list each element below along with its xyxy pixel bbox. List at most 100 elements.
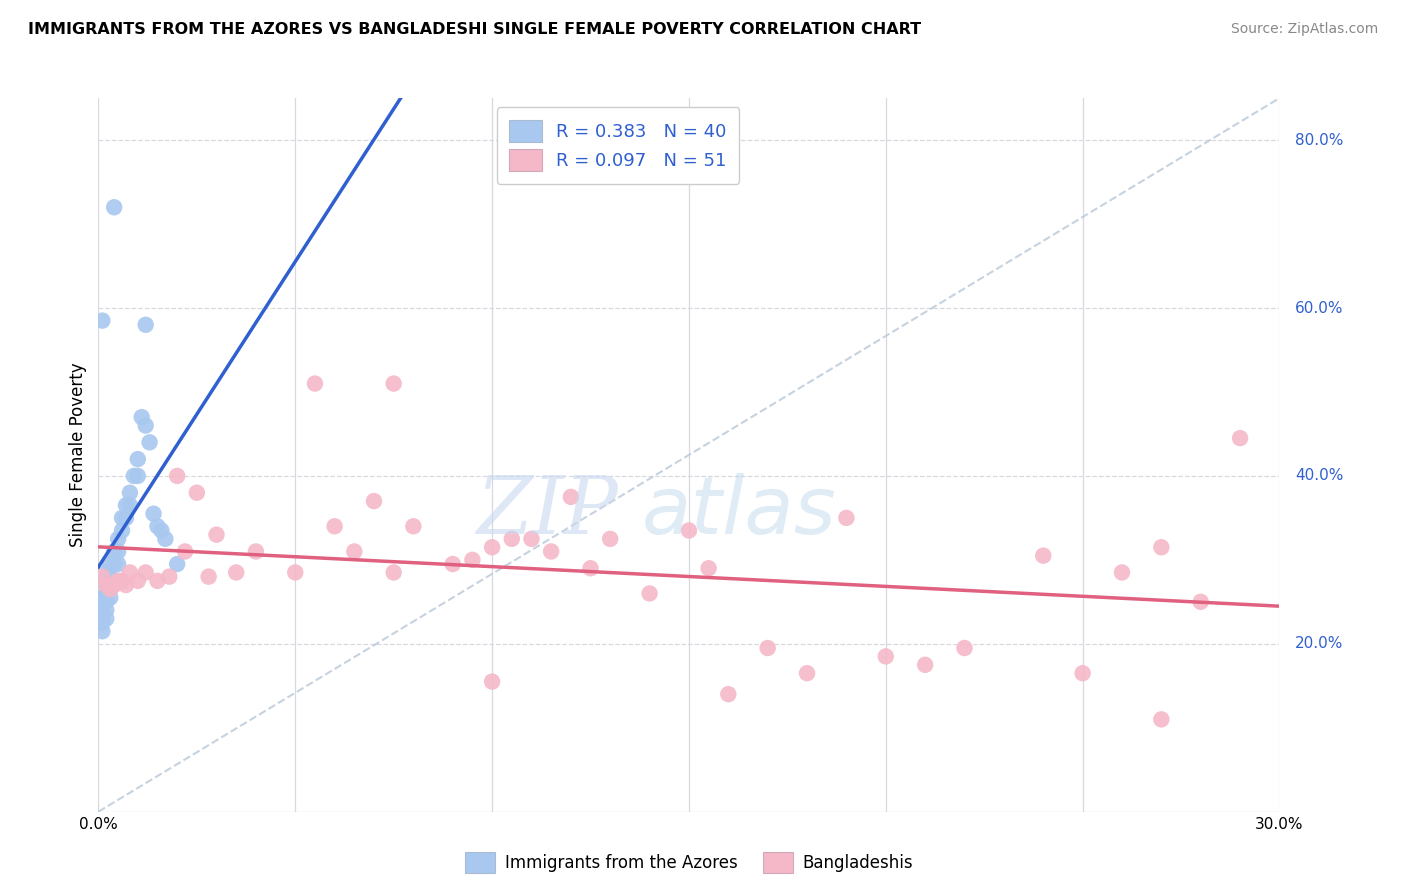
Point [98, 582, 121, 597]
Point [197, 569, 219, 583]
Point [103, 544, 125, 558]
Point [382, 566, 405, 580]
Point [135, 418, 157, 433]
Point [127, 452, 149, 467]
Text: 80.0%: 80.0% [1295, 133, 1343, 147]
Point [103, 578, 125, 592]
Point [91, 591, 114, 605]
Text: 60.0%: 60.0% [1295, 301, 1343, 316]
Point [131, 410, 153, 425]
Point [115, 498, 138, 512]
Point [135, 318, 157, 332]
Point [835, 511, 858, 525]
Point [323, 519, 346, 533]
Point [304, 376, 326, 391]
Point [91, 569, 114, 583]
Point [118, 485, 141, 500]
Point [382, 376, 405, 391]
Point [107, 557, 129, 571]
Text: 20.0%: 20.0% [1295, 636, 1343, 651]
Point [127, 574, 149, 588]
Point [174, 544, 197, 558]
Point [122, 469, 145, 483]
Point [678, 524, 700, 538]
Point [914, 657, 936, 672]
Legend: Immigrants from the Azores, Bangladeshis: Immigrants from the Azores, Bangladeshis [458, 846, 920, 880]
Point [98, 557, 121, 571]
Point [103, 557, 125, 571]
Point [481, 674, 503, 689]
Point [1150, 712, 1173, 726]
Point [98, 569, 121, 583]
Point [166, 469, 188, 483]
Point [107, 532, 129, 546]
Point [96, 595, 118, 609]
Point [91, 624, 114, 639]
Point [111, 511, 134, 525]
Point [91, 615, 114, 630]
Point [111, 524, 134, 538]
Point [118, 566, 141, 580]
Point [481, 541, 503, 555]
Point [115, 511, 138, 525]
Point [98, 582, 121, 597]
Point [1111, 566, 1133, 580]
Point [796, 666, 818, 681]
Point [115, 578, 138, 592]
Point [96, 578, 118, 592]
Text: IMMIGRANTS FROM THE AZORES VS BANGLADESHI SINGLE FEMALE POVERTY CORRELATION CHAR: IMMIGRANTS FROM THE AZORES VS BANGLADESH… [28, 22, 921, 37]
Point [756, 640, 779, 655]
Point [245, 544, 267, 558]
Point [540, 544, 562, 558]
Point [343, 544, 366, 558]
Point [875, 649, 897, 664]
Point [953, 640, 976, 655]
Text: Source: ZipAtlas.com: Source: ZipAtlas.com [1230, 22, 1378, 37]
Point [150, 524, 173, 538]
Point [127, 469, 149, 483]
Point [225, 566, 247, 580]
Point [155, 532, 177, 546]
Point [1189, 595, 1212, 609]
Point [157, 569, 180, 583]
Point [1071, 666, 1094, 681]
Point [1229, 431, 1251, 445]
Point [579, 561, 602, 575]
Point [103, 200, 125, 214]
Point [1150, 541, 1173, 555]
Point [91, 574, 114, 588]
Point [461, 553, 484, 567]
Point [697, 561, 720, 575]
Point [205, 527, 228, 541]
Point [96, 586, 118, 600]
Point [91, 313, 114, 327]
Text: 40.0%: 40.0% [1295, 468, 1343, 483]
Point [186, 485, 208, 500]
Point [284, 566, 307, 580]
Legend: R = 0.383   N = 40, R = 0.097   N = 51: R = 0.383 N = 40, R = 0.097 N = 51 [496, 107, 740, 184]
Point [501, 532, 523, 546]
Point [118, 498, 141, 512]
Point [91, 607, 114, 622]
Point [146, 519, 169, 533]
Point [138, 435, 160, 450]
Point [135, 566, 157, 580]
Text: atlas: atlas [641, 473, 837, 551]
Point [111, 574, 134, 588]
Point [96, 612, 118, 626]
Point [363, 494, 385, 508]
Point [717, 687, 740, 701]
Point [103, 574, 125, 588]
Point [146, 574, 169, 588]
Point [560, 490, 582, 504]
Point [441, 557, 464, 571]
Point [98, 591, 121, 605]
Y-axis label: Single Female Poverty: Single Female Poverty [69, 363, 87, 547]
Point [91, 599, 114, 613]
Point [107, 544, 129, 558]
Point [402, 519, 425, 533]
Point [1032, 549, 1054, 563]
Point [520, 532, 543, 546]
Point [166, 557, 188, 571]
Point [96, 603, 118, 617]
